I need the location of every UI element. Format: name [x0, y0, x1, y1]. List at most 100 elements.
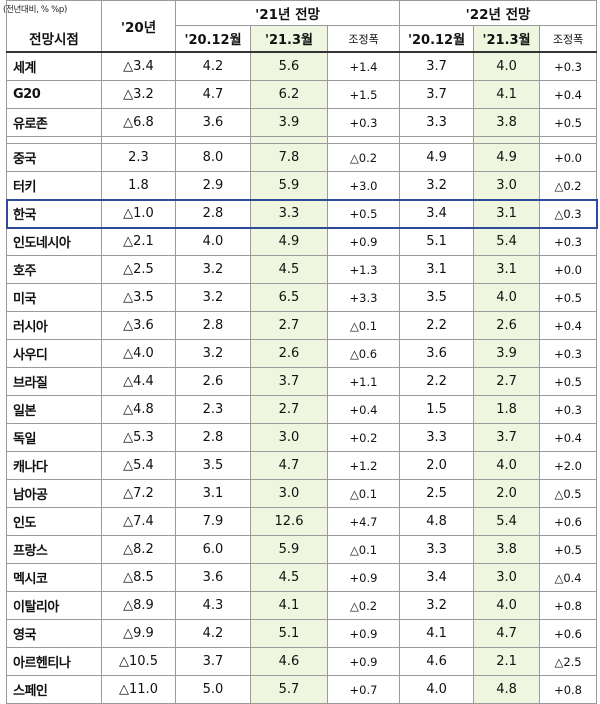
table-row: 호주 △2.5 3.2 4.5 +1.3 3.1 3.1 +0.0 — [6, 255, 598, 284]
y2021-adj-cell: +0.9 — [326, 227, 401, 256]
y2022-mar-cell: 4.1 — [473, 80, 541, 109]
y2020-cell: △8.5 — [101, 563, 176, 592]
country-cell: 이탈리아 — [6, 591, 102, 620]
y2021-dec-cell: 3.2 — [175, 283, 251, 312]
country-cell: 터키 — [6, 171, 102, 200]
group-separator — [6, 136, 598, 144]
y2021-mar-cell: 3.9 — [250, 108, 328, 137]
y2022-dec-cell: 3.3 — [399, 535, 475, 564]
y2020-cell: △8.2 — [101, 535, 176, 564]
y2020-cell: △4.0 — [101, 339, 176, 368]
y2022-dec-cell: 4.9 — [399, 143, 475, 172]
forecast-table: '20년 '21년 전망 '22년 전망 전망시점 '20.12월 '21.3월… — [6, 0, 598, 704]
y2022-adj-cell: △0.3 — [539, 199, 598, 228]
y2021-mar-cell: 7.8 — [250, 143, 328, 172]
y2022-adj-cell: △0.5 — [539, 479, 598, 508]
y2022-adj-cell: +0.4 — [539, 423, 598, 452]
y2021-mar-cell: 5.1 — [250, 619, 328, 648]
y2022-adj-cell: +0.6 — [539, 619, 598, 648]
country-cell: 남아공 — [6, 479, 102, 508]
y2022-dec-cell: 3.1 — [399, 255, 475, 284]
separator-cell — [539, 136, 598, 144]
y2022-dec-cell: 1.5 — [399, 395, 475, 424]
table-row: 스페인 △11.0 5.0 5.7 +0.7 4.0 4.8 +0.8 — [6, 675, 598, 704]
y2021-mar-cell: 3.7 — [250, 367, 328, 396]
country-cell: 러시아 — [6, 311, 102, 340]
y2022-dec-cell: 3.2 — [399, 591, 475, 620]
y2022-mar-cell: 5.4 — [473, 507, 541, 536]
y2021-adj-cell: +0.9 — [326, 563, 401, 592]
y2021-mar-cell: 5.7 — [250, 675, 328, 704]
y2022-dec-cell: 3.3 — [399, 108, 475, 137]
country-cell: 사우디 — [6, 339, 102, 368]
table-row: 인도 △7.4 7.9 12.6 +4.7 4.8 5.4 +0.6 — [6, 507, 598, 536]
y2020-cell: △1.0 — [101, 199, 176, 228]
table-row: 세계 △3.4 4.2 5.6 +1.4 3.7 4.0 +0.3 — [6, 51, 598, 81]
y2021-dec-cell: 2.8 — [175, 423, 251, 452]
y2022-mar-cell: 3.1 — [473, 199, 541, 228]
y2021-adj-cell: +1.4 — [326, 51, 401, 81]
y2021-dec-cell: 7.9 — [175, 507, 251, 536]
y2022-dec-cell: 3.7 — [399, 51, 475, 81]
table-row: 남아공 △7.2 3.1 3.0 △0.1 2.5 2.0 △0.5 — [6, 479, 598, 508]
y2021-adj-cell: +0.5 — [326, 199, 401, 228]
y2021-mar-cell: 4.9 — [250, 227, 328, 256]
y2021-mar-cell: 4.7 — [250, 451, 328, 480]
country-cell: 일본 — [6, 395, 102, 424]
y2020-cell: △5.4 — [101, 451, 176, 480]
y2021-dec-cell: 3.1 — [175, 479, 251, 508]
y2020-cell: △11.0 — [101, 675, 176, 704]
country-cell: 유로존 — [6, 108, 102, 137]
y2022-mar-cell: 4.9 — [473, 143, 541, 172]
y2020-cell: △10.5 — [101, 647, 176, 676]
y2021-dec-cell: 4.7 — [175, 80, 251, 109]
header-2022-mar: '21.3월 — [473, 25, 541, 53]
y2021-dec-cell: 3.7 — [175, 647, 251, 676]
table-row: 프랑스 △8.2 6.0 5.9 △0.1 3.3 3.8 +0.5 — [6, 535, 598, 564]
table-row: G20 △3.2 4.7 6.2 +1.5 3.7 4.1 +0.4 — [6, 80, 598, 109]
y2020-cell: △2.1 — [101, 227, 176, 256]
y2021-mar-cell: 4.1 — [250, 591, 328, 620]
header-2022-adj: 조정폭 — [539, 25, 598, 53]
y2022-dec-cell: 3.6 — [399, 339, 475, 368]
y2021-dec-cell: 2.9 — [175, 171, 251, 200]
header-2021-mar: '21.3월 — [250, 25, 328, 53]
y2022-mar-cell: 3.9 — [473, 339, 541, 368]
table-row: 터키 1.8 2.9 5.9 +3.0 3.2 3.0 △0.2 — [6, 171, 598, 200]
table-row: 일본 △4.8 2.3 2.7 +0.4 1.5 1.8 +0.3 — [6, 395, 598, 424]
y2020-cell: △9.9 — [101, 619, 176, 648]
country-cell: G20 — [6, 80, 102, 109]
table-row: 러시아 △3.6 2.8 2.7 △0.1 2.2 2.6 +0.4 — [6, 311, 598, 340]
y2021-dec-cell: 5.0 — [175, 675, 251, 704]
y2022-dec-cell: 4.0 — [399, 675, 475, 704]
y2022-adj-cell: +0.6 — [539, 507, 598, 536]
table-row: 유로존 △6.8 3.6 3.9 +0.3 3.3 3.8 +0.5 — [6, 108, 598, 137]
y2021-adj-cell: △0.1 — [326, 479, 401, 508]
y2022-mar-cell: 3.0 — [473, 563, 541, 592]
table-row: 한국 △1.0 2.8 3.3 +0.5 3.4 3.1 △0.3 — [6, 199, 598, 228]
y2021-dec-cell: 2.6 — [175, 367, 251, 396]
y2021-mar-cell: 4.6 — [250, 647, 328, 676]
y2022-dec-cell: 4.1 — [399, 619, 475, 648]
y2022-dec-cell: 4.6 — [399, 647, 475, 676]
separator-cell — [175, 136, 251, 144]
y2022-adj-cell: +0.5 — [539, 535, 598, 564]
country-cell: 영국 — [6, 619, 102, 648]
y2022-mar-cell: 3.1 — [473, 255, 541, 284]
y2021-mar-cell: 4.5 — [250, 563, 328, 592]
y2022-mar-cell: 4.0 — [473, 451, 541, 480]
y2021-dec-cell: 4.2 — [175, 51, 251, 81]
country-cell: 한국 — [6, 199, 102, 228]
y2022-adj-cell: +0.5 — [539, 283, 598, 312]
y2022-adj-cell: △0.2 — [539, 171, 598, 200]
country-cell: 인도 — [6, 507, 102, 536]
y2022-mar-cell: 2.1 — [473, 647, 541, 676]
y2021-mar-cell: 4.5 — [250, 255, 328, 284]
y2022-dec-cell: 3.3 — [399, 423, 475, 452]
header-2021-dec: '20.12월 — [175, 25, 251, 53]
country-cell: 중국 — [6, 143, 102, 172]
y2022-adj-cell: +0.3 — [539, 395, 598, 424]
y2022-mar-cell: 5.4 — [473, 227, 541, 256]
y2022-dec-cell: 2.5 — [399, 479, 475, 508]
header-corner: 전망시점 — [6, 25, 102, 53]
